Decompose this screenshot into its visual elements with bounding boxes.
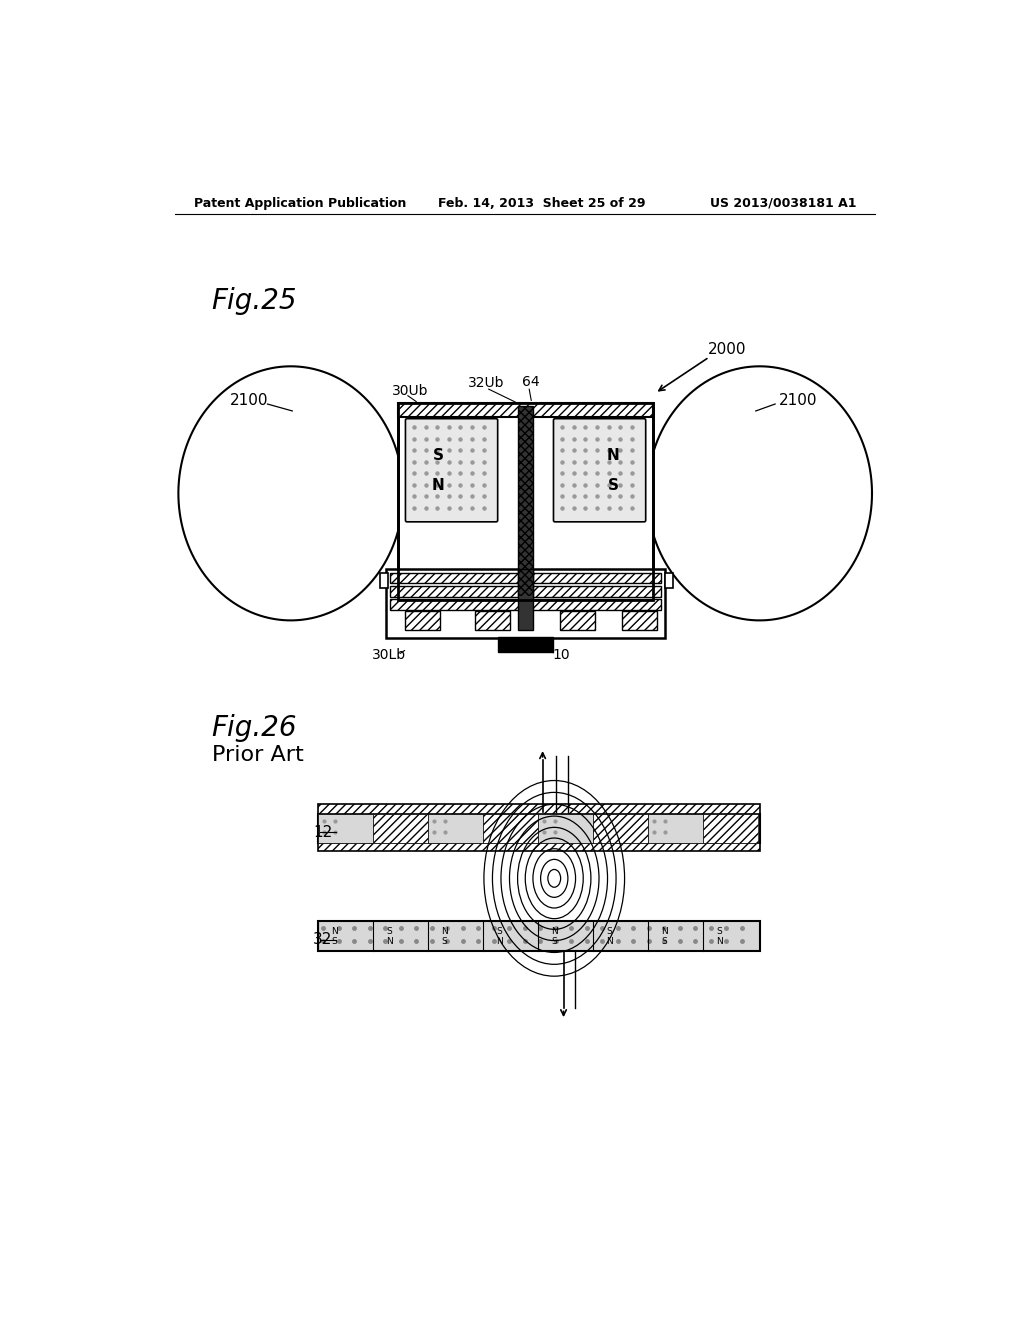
Text: Prior Art: Prior Art	[212, 746, 303, 766]
Text: S: S	[441, 937, 447, 946]
Bar	[538, 813, 593, 843]
Text: 2100: 2100	[230, 393, 268, 408]
Text: S: S	[717, 927, 723, 936]
Bar	[560, 611, 595, 631]
Text: N: N	[331, 927, 338, 936]
Bar	[483, 813, 538, 843]
Bar	[623, 611, 657, 631]
Text: 2100: 2100	[779, 393, 817, 408]
Bar	[518, 569, 534, 631]
Bar	[397, 404, 653, 599]
Bar	[317, 813, 760, 843]
Text: N: N	[496, 937, 503, 946]
Text: S: S	[606, 927, 612, 936]
Bar	[317, 804, 760, 813]
Text: S: S	[386, 927, 392, 936]
Bar	[397, 404, 653, 599]
Text: N: N	[386, 937, 393, 946]
Text: 30Lb: 30Lb	[372, 648, 407, 663]
Bar	[317, 843, 760, 850]
Bar	[648, 813, 703, 843]
Text: N: N	[716, 937, 723, 946]
Bar	[373, 813, 428, 843]
Text: S: S	[662, 937, 668, 946]
Text: 64: 64	[521, 375, 540, 388]
Bar	[380, 573, 388, 589]
Text: N: N	[551, 927, 558, 936]
Text: Fig.25: Fig.25	[212, 286, 297, 315]
Text: Patent Application Publication: Patent Application Publication	[194, 197, 407, 210]
FancyBboxPatch shape	[406, 418, 498, 521]
Text: 32Ub: 32Ub	[467, 376, 504, 391]
Bar	[593, 813, 648, 843]
Polygon shape	[647, 367, 872, 620]
Text: N: N	[606, 937, 613, 946]
Text: 12: 12	[313, 825, 333, 840]
Bar	[386, 569, 665, 638]
Text: US 2013/0038181 A1: US 2013/0038181 A1	[710, 197, 856, 210]
Bar	[317, 921, 760, 950]
Bar	[397, 404, 653, 417]
Text: N: N	[441, 927, 447, 936]
Text: N: N	[606, 447, 620, 463]
Text: Fig.26: Fig.26	[212, 714, 297, 742]
Text: 32: 32	[313, 932, 333, 948]
Text: S: S	[433, 447, 443, 463]
Text: 30Ub: 30Ub	[391, 384, 428, 397]
Text: N: N	[432, 478, 444, 492]
Bar	[317, 813, 373, 843]
Text: S: S	[552, 937, 557, 946]
Bar	[390, 586, 662, 597]
Text: N: N	[662, 927, 668, 936]
Bar	[406, 611, 440, 631]
Bar	[475, 611, 510, 631]
Text: 2000: 2000	[708, 342, 746, 356]
Bar	[665, 573, 673, 589]
Bar	[390, 599, 662, 610]
Bar	[499, 636, 553, 652]
Bar	[428, 813, 483, 843]
Text: Feb. 14, 2013  Sheet 25 of 29: Feb. 14, 2013 Sheet 25 of 29	[438, 197, 645, 210]
Bar	[518, 407, 534, 595]
Polygon shape	[178, 367, 403, 620]
Bar	[518, 407, 534, 595]
Text: S: S	[332, 937, 337, 946]
Text: S: S	[607, 478, 618, 492]
Bar	[703, 813, 758, 843]
FancyBboxPatch shape	[554, 418, 646, 521]
Text: 10: 10	[553, 648, 570, 663]
Bar	[390, 573, 662, 583]
Text: S: S	[497, 927, 503, 936]
